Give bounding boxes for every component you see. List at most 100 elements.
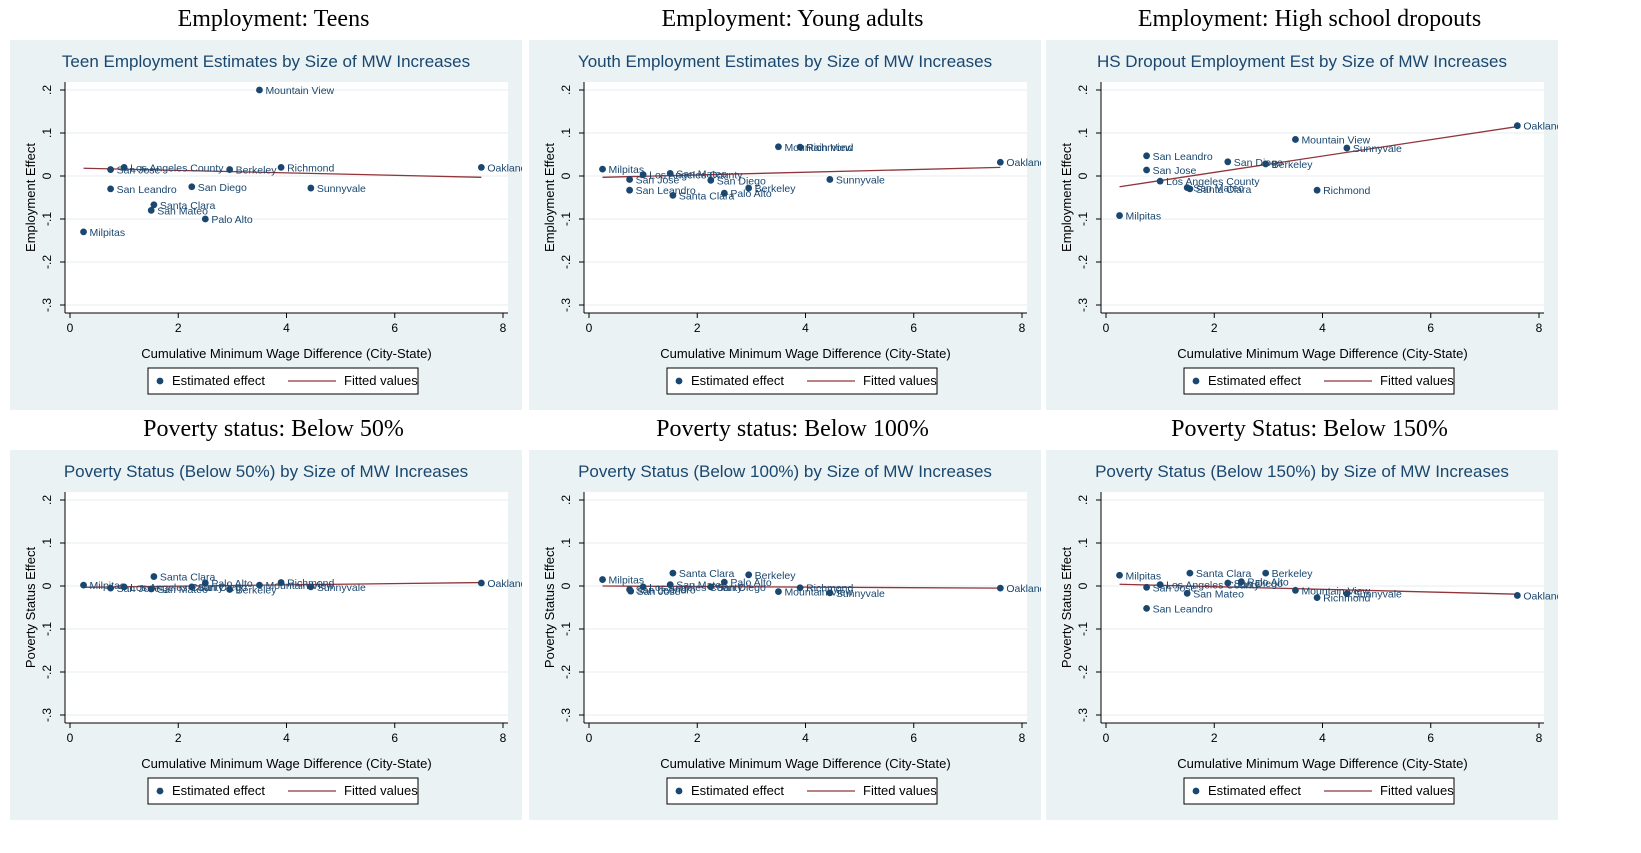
data-point-mountain-view: Mountain View	[775, 587, 854, 599]
x-tick-label: 4	[283, 321, 290, 335]
point-label: Palo Alto	[211, 214, 253, 226]
point-marker	[1156, 177, 1164, 185]
y-tick-label: 0	[40, 582, 54, 589]
x-axis-label: Cumulative Minimum Wage Difference (City…	[1177, 346, 1467, 361]
legend-marker-estimated	[156, 787, 164, 795]
point-label: Berkeley	[236, 165, 278, 177]
data-point-oakland: Oakland	[1513, 121, 1563, 133]
data-point-los-angeles-county: Los Angeles County	[1156, 580, 1260, 592]
chart-title: Teen Employment Estimates by Size of MW …	[62, 52, 470, 71]
data-point-milpitas: Milpitas	[1116, 570, 1161, 582]
point-label: Milpitas	[1126, 211, 1162, 223]
data-point-san-mateo: San Mateo	[1183, 588, 1244, 600]
data-point-san-leandro: San Leandro	[626, 185, 696, 197]
data-point-san-leandro: San Leandro	[1143, 603, 1213, 615]
data-point-palo-alto: Palo Alto	[720, 188, 772, 200]
y-tick-label: .1	[559, 128, 573, 138]
y-tick-label: 0	[559, 582, 573, 589]
point-marker	[1262, 160, 1270, 168]
point-label: San Mateo	[676, 580, 727, 592]
point-label: Sunnyvale	[317, 582, 366, 594]
y-tick-label: -.2	[1076, 255, 1090, 269]
y-tick-label: -.3	[1076, 708, 1090, 722]
data-point-san-mateo: San Mateo	[147, 205, 208, 217]
point-label: San Jose	[1153, 165, 1197, 177]
data-point-san-jose: San Jose	[626, 174, 680, 186]
legend-marker-estimated	[1192, 787, 1200, 795]
y-tick-label: .2	[559, 495, 573, 505]
y-tick-label: -.2	[40, 665, 54, 679]
y-tick-label: -.2	[40, 255, 54, 269]
point-marker	[150, 201, 158, 209]
point-label: Sunnyvale	[836, 174, 885, 186]
y-axis-label: Employment Effect	[23, 143, 38, 252]
x-axis-label: Cumulative Minimum Wage Difference (City…	[141, 756, 431, 771]
y-axis-label: Poverty Status Effect	[1059, 547, 1074, 669]
data-point-los-angeles-county: Los Angeles County	[120, 162, 224, 174]
point-marker	[1313, 186, 1321, 194]
point-marker	[147, 585, 155, 593]
y-tick-label: -.3	[559, 708, 573, 722]
point-marker	[796, 143, 804, 151]
point-marker	[1186, 185, 1194, 193]
point-label: Richmond	[1323, 185, 1370, 197]
point-marker	[1116, 571, 1123, 579]
point-marker	[1143, 152, 1150, 160]
point-label: Mountain View	[784, 587, 853, 599]
data-point-san-jose: San Jose	[1143, 165, 1197, 177]
data-point-san-jose: San Jose	[107, 165, 161, 177]
point-label: Milpitas	[609, 164, 645, 176]
data-point-richmond: Richmond	[796, 583, 854, 595]
point-marker	[120, 583, 128, 591]
point-label: San Diego	[717, 175, 766, 187]
point-marker	[1513, 122, 1521, 130]
data-point-mountain-view: Mountain View	[1292, 585, 1371, 597]
y-tick-label: -.3	[1076, 298, 1090, 312]
data-point-san-jose: San Jose	[627, 586, 681, 598]
point-marker	[996, 158, 1004, 166]
legend-label-estimated: Estimated effect	[172, 783, 265, 798]
plot-region	[584, 82, 1027, 313]
point-marker	[1224, 579, 1232, 587]
point-label: Santa Clara	[160, 200, 216, 212]
data-point-sunnyvale: Sunnyvale	[307, 183, 366, 195]
plot-area: Poverty Status (Below 100%) by Size of M…	[529, 450, 1065, 836]
point-marker	[477, 164, 485, 171]
x-tick-label: 6	[910, 731, 917, 745]
data-point-san-mateo: San Mateo	[666, 168, 727, 180]
y-axis-label: Poverty Status Effect	[542, 547, 557, 669]
point-marker	[226, 586, 234, 593]
point-label: Berkeley	[1272, 568, 1314, 580]
point-marker	[1183, 589, 1191, 597]
y-tick-label: -.1	[1076, 622, 1090, 636]
data-point-los-angeles-county: Los Angeles County	[639, 582, 743, 594]
point-label: Palo Alto	[730, 577, 772, 589]
x-tick-label: 4	[1319, 321, 1326, 335]
point-marker	[996, 584, 1004, 592]
data-point-san-diego: San Diego	[707, 175, 766, 187]
y-tick-label: .1	[1076, 538, 1090, 548]
point-marker	[707, 583, 715, 591]
point-marker	[720, 578, 728, 586]
y-axis-label: Employment Effect	[1059, 143, 1074, 252]
legend-box	[666, 367, 938, 395]
data-point-san-diego: San Diego	[707, 582, 766, 594]
point-marker	[120, 164, 128, 171]
data-point-berkeley: Berkeley	[226, 165, 277, 177]
data-point-berkeley: Berkeley	[745, 570, 796, 582]
point-marker	[826, 589, 834, 597]
x-axis-label: Cumulative Minimum Wage Difference (City…	[660, 756, 950, 771]
data-point-palo-alto: Palo Alto	[1237, 577, 1289, 589]
point-label: Los Angeles County	[649, 582, 743, 594]
x-axis-label: Cumulative Minimum Wage Difference (City…	[660, 346, 950, 361]
data-point-santa-clara: Santa Clara	[1186, 184, 1252, 196]
y-tick-label: 0	[1076, 582, 1090, 589]
point-label: San Diego	[717, 582, 766, 594]
point-label: Berkeley	[1272, 159, 1314, 171]
point-marker	[639, 583, 647, 591]
x-axis-label: Cumulative Minimum Wage Difference (City…	[1177, 756, 1467, 771]
point-marker	[1343, 590, 1351, 598]
point-marker	[256, 86, 263, 94]
data-point-sunnyvale: Sunnyvale	[826, 174, 885, 186]
x-tick-label: 6	[391, 321, 398, 335]
